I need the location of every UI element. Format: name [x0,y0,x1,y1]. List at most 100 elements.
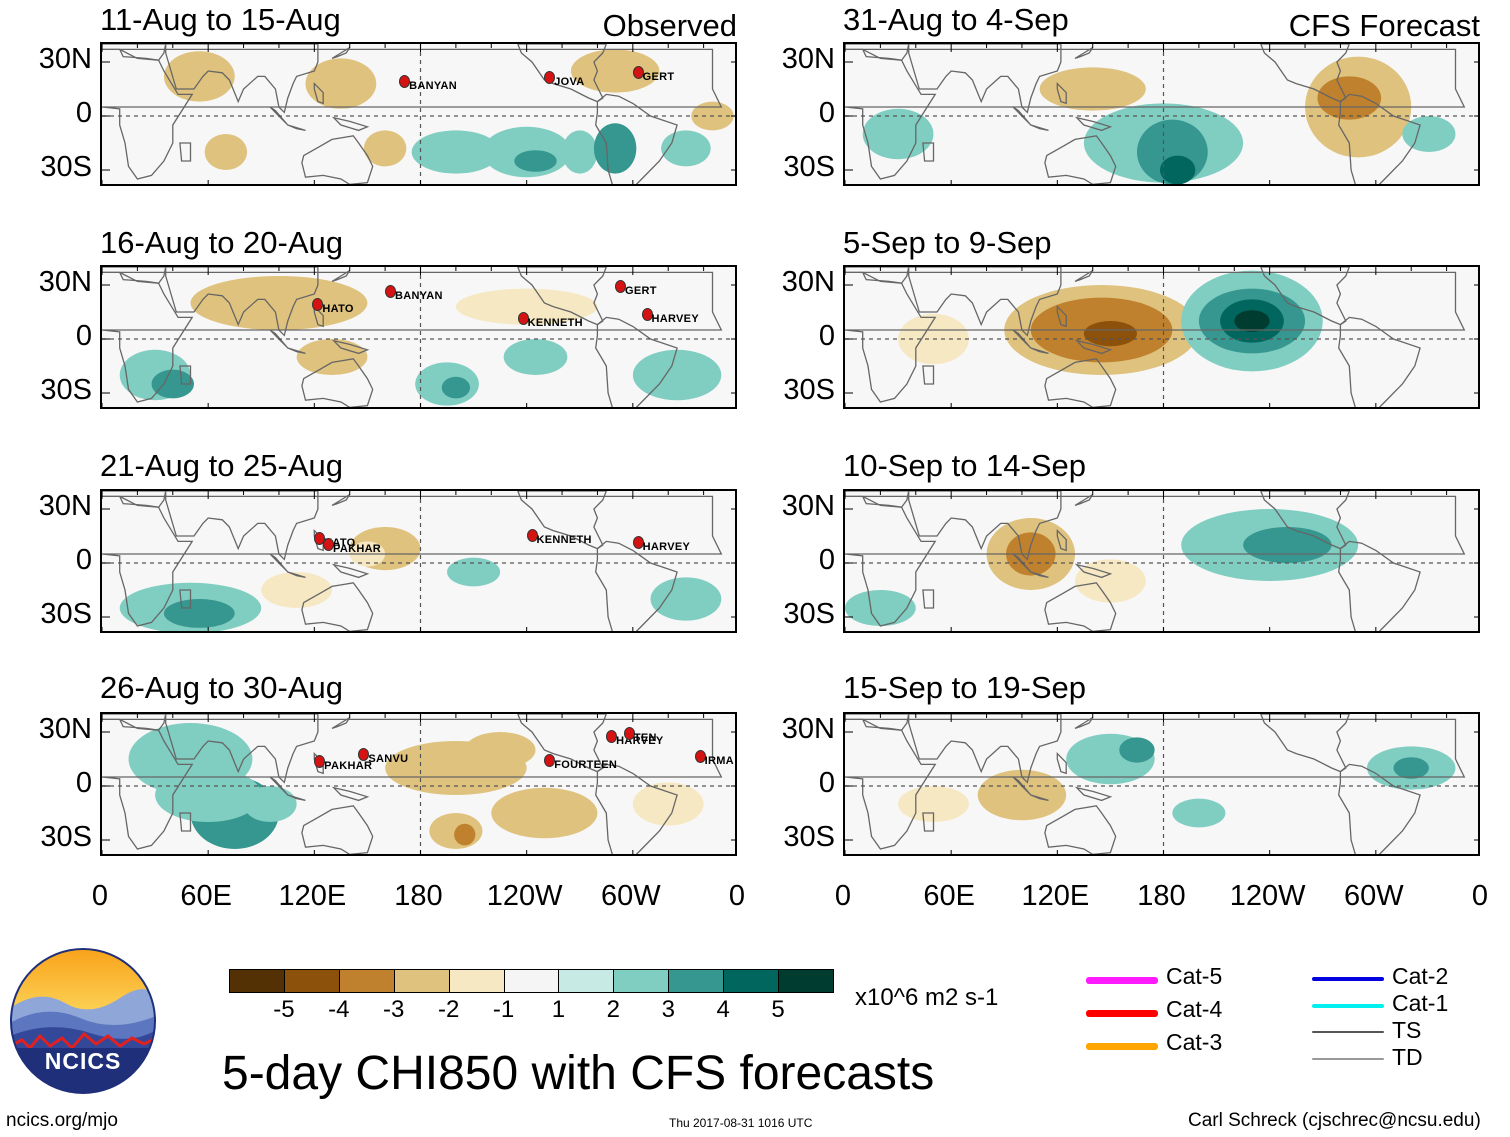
colorbar-label: 5 [771,996,785,1023]
lat-label: 30N [781,490,835,522]
observed-tag: Observed [602,8,737,43]
map-graphic [102,267,735,407]
coastline [845,267,910,284]
storm-label: BANYAN [409,79,457,92]
storm-label: IRMA [704,755,734,767]
coastline [1044,358,1117,407]
anomaly-contour [464,732,536,768]
footer-url[interactable]: ncics.org/mjo [6,1110,118,1131]
coastline [922,812,935,832]
coastline [165,267,319,337]
storm-label: SANVU [368,753,409,766]
fcst-map-panel [843,712,1480,856]
storm-marker [544,753,556,767]
colorbar-swatch [503,969,560,993]
ncics-logo: NCICS [10,948,156,1094]
coastline [165,491,319,561]
coastline [595,93,678,184]
footer-author: Carl Schreck (cjschrec@ncsu.edu) [1188,1110,1481,1131]
colorbar-label: -2 [437,996,460,1023]
storm-marker [358,748,370,762]
lat-label: 30S [783,821,835,853]
anomaly-contour [977,769,1067,821]
storm-label: KENNETH [527,317,583,329]
storm-marker [314,755,326,769]
footer-timestamp: Thu 2017-08-31 1016 UTC [669,1116,813,1130]
colorbar-swatch [668,969,725,993]
anomaly-contour [155,768,262,822]
colorbar-swatch [338,969,395,993]
obs-map-panel [100,489,737,633]
lat-label: 30S [40,821,92,853]
coastline [269,553,306,579]
coastline [908,44,1062,114]
coastline [301,582,374,631]
coastline [331,47,351,60]
coastline [165,714,319,784]
storm-marker [614,279,626,293]
colorbar-label: -1 [492,996,515,1023]
coastline [595,316,678,407]
coastline [331,494,351,507]
anomaly-contour [455,288,598,325]
anomaly-contour [1119,737,1155,763]
anomaly-contour [632,782,704,826]
anomaly-contour [632,349,722,401]
main-title: 5-day CHI850 with CFS forecasts [222,1047,935,1100]
coastline [331,786,370,802]
legend-label: Cat-5 [1166,963,1223,989]
lat-label: 0 [75,97,92,129]
coastline [269,106,306,132]
coastline [1074,494,1094,507]
anomaly-contour [1393,757,1429,779]
coastline [179,142,192,162]
coastline [1012,553,1049,579]
coastline [1074,563,1113,579]
coastline [845,714,910,731]
anomaly-contour [163,599,235,628]
legend-line-cat-3 [1086,1043,1158,1050]
lat-label: 30N [781,713,835,745]
map-graphic [845,44,1478,184]
coastline [313,305,324,328]
fcst-panel-title: 15-Sep to 19-Sep [843,670,1087,705]
lat-label: 30N [38,713,92,745]
storm-marker [606,730,618,744]
lon-label: 120W [486,880,563,912]
anomaly-contour [503,339,568,375]
storm-marker [632,65,644,79]
anomaly-contour [447,557,501,587]
coastline [1056,752,1067,775]
lon-label: 60E [923,880,975,912]
lat-label: 30S [783,151,835,183]
legend-label: Cat-4 [1166,996,1223,1022]
storm-marker [632,536,644,549]
anomaly-contour [1172,798,1226,828]
map-graphic [102,491,735,631]
storm-label: HATO [322,302,354,315]
obs-panel-title: 26-Aug to 30-Aug [100,670,344,705]
anomaly-contour [163,51,235,102]
coastline [331,116,370,132]
colorbar-label: 1 [551,996,566,1023]
anomaly-contour [491,787,598,839]
coastline [1074,339,1113,355]
lat-label: 30S [40,151,92,183]
coastline [1044,582,1117,631]
lat-label: 0 [75,544,92,576]
legend-label: Cat-2 [1392,963,1449,989]
colorbar-swatch [558,969,615,993]
lat-label: 0 [75,767,92,799]
lat-label: 30S [783,598,835,630]
map-graphic [845,714,1478,854]
fcst-panel-title: 10-Sep to 14-Sep [843,448,1087,483]
coastline [1012,776,1049,802]
coastline [301,805,374,854]
fcst-map-panel [843,42,1480,186]
anomaly-contour [243,786,297,822]
storm-marker [641,308,653,322]
lat-label: 0 [818,97,835,129]
anomaly-contour [593,123,637,174]
lon-label: 0 [91,880,109,912]
lat-label: 30S [40,374,92,406]
